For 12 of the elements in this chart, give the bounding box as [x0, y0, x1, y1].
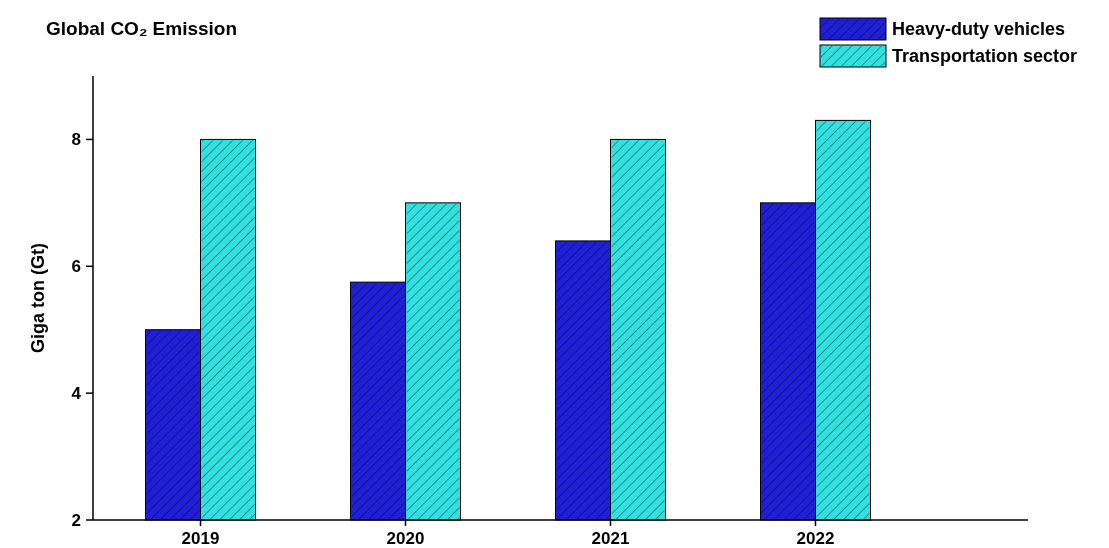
x-tick-label: 2021	[591, 529, 630, 548]
y-tick-label: 8	[71, 130, 81, 150]
y-tick-label: 4	[71, 384, 82, 404]
legend-label: Heavy-duty vehicles	[892, 19, 1066, 40]
y-tick-label: 2	[71, 510, 81, 530]
x-tick-label: 2022	[796, 529, 835, 548]
x-tick-label: 2020	[386, 529, 425, 548]
y-axis-title: Giga ton (Gt)	[28, 243, 48, 353]
x-tick-label: 2019	[181, 529, 220, 548]
legend-label: Transportation sector	[892, 46, 1078, 67]
chart-title: Global CO₂ Emission	[46, 18, 238, 39]
y-tick-label: 6	[71, 257, 81, 277]
